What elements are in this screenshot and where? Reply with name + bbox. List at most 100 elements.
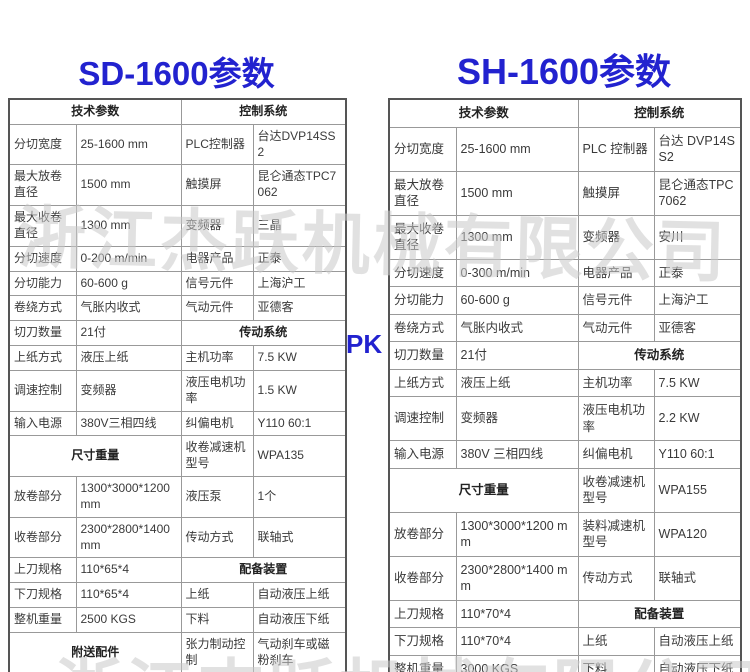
spec-cell: 调速控制 [388, 396, 457, 441]
spec-cell: 调速控制 [8, 369, 77, 412]
spec-cell: 触摸屏 [577, 170, 655, 216]
table-row: 尺寸重量 收卷减速机型号 WPA135 [8, 435, 347, 478]
spec-cell: 2500 KGS [75, 607, 182, 633]
spec-cell: 7.5 KW [252, 345, 347, 371]
spec-cell: 变频器 [455, 396, 579, 441]
spec-cell: 下料 [180, 607, 254, 633]
spec-cell: 变频器 [577, 214, 655, 260]
table-row: 调速控制 变频器 液压电机功率 1.5 KW [8, 369, 347, 412]
table-row: 技术参数 控制系统 [8, 98, 347, 125]
table-row: 上刀规格 110*70*4 配备装置 [388, 599, 742, 628]
spec-cell: 气动元件 [180, 295, 254, 322]
spec-cell: 联轴式 [252, 516, 347, 559]
spec-table: 技术参数 控制系统 分切宽度 25-1600 mm PLC 控制器 台达 DVP14SS2… [388, 98, 743, 672]
sd1600-section: SD-1600参数 技术参数 控制系统 分切宽度 25-1600 mm PLC控制器 台达… [8, 52, 348, 672]
spec-cell: 正泰 [653, 258, 742, 287]
section-header-cell: 尺寸重量 [8, 435, 182, 478]
spec-cell: 下刀规格 [8, 582, 77, 609]
table-row: 分切能力 60-600 g 信号元件 上海沪工 [388, 286, 742, 315]
section-header-cell: 配备装置 [577, 599, 742, 628]
spec-cell: 110*70*4 [455, 627, 579, 656]
spec-cell: 昆仑通态TPC7062 [653, 170, 742, 216]
table-row: 最大收卷直径 1300 mm 变频器 三晶 [8, 205, 347, 247]
table-row: 放卷部分 1300*3000*1200 mm 液压泵 1个 [8, 476, 347, 518]
spec-cell: 传动方式 [577, 555, 655, 601]
spec-cell: 主机功率 [180, 345, 254, 371]
table-row: 收卷部分 2300*2800*1400 mm 传动方式 联轴式 [8, 516, 347, 559]
section-header-cell: 尺寸重量 [388, 467, 579, 513]
table-row: 收卷部分 2300*2800*1400 mm 传动方式 联轴式 [388, 555, 742, 601]
spec-cell: 自动液压下纸 [653, 654, 742, 672]
table-row: 切刀数量 21付 传动系统 [8, 320, 347, 347]
spec-cell: 自动液压上纸 [653, 627, 742, 656]
table-row: 整机重量 2500 KGS 下料 自动液压下纸 [8, 607, 347, 633]
spec-cell: 电器产品 [180, 245, 254, 272]
spec-cell: 60-600 g [455, 286, 579, 315]
spec-cell: 气动刹车或磁粉刹车 [252, 631, 347, 672]
spec-cell: WPA120 [653, 511, 742, 557]
spec-cell: 3000 KGS [455, 654, 579, 672]
table-row: 卷绕方式 气胀内收式 气动元件 亚德客 [8, 295, 347, 322]
section-header-cell: 配备装置 [180, 557, 347, 584]
spec-cell: 分切速度 [388, 258, 457, 287]
spec-cell: 110*65*4 [75, 582, 182, 609]
table-row: 整机重量 3000 KGS 下料 自动液压下纸 [388, 654, 742, 672]
table-row: 卷绕方式 气胀内收式 气动元件 亚德客 [388, 313, 742, 342]
spec-cell: 信号元件 [577, 286, 655, 315]
spec-cell: 分切宽度 [8, 123, 77, 166]
spec-cell: 气胀内收式 [75, 295, 182, 322]
table-row: 分切能力 60-600 g 信号元件 上海沪工 [8, 270, 347, 297]
spec-cell: 输入电源 [8, 410, 77, 437]
spec-cell: 输入电源 [388, 440, 457, 469]
spec-cell: 传动方式 [180, 516, 254, 559]
spec-cell: 自动液压上纸 [252, 582, 347, 609]
spec-cell: 1300 mm [455, 214, 579, 260]
table-row: 分切速度 0-300 m/min 电器产品 正泰 [388, 258, 742, 287]
spec-cell: 1300*3000*1200 mm [455, 511, 579, 557]
section-header-cell: 技术参数 [8, 98, 182, 125]
spec-cell: 上纸 [577, 627, 655, 656]
spec-cell: WPA135 [252, 435, 347, 478]
spec-cell: 0-300 m/min [455, 258, 579, 287]
spec-cell: 整机重量 [388, 654, 457, 672]
section-header-cell: 附送配件 [8, 631, 182, 672]
spec-cell: 收卷部分 [388, 555, 457, 601]
spec-cell: 自动液压下纸 [252, 607, 347, 633]
spec-cell: 最大收卷直径 [388, 214, 457, 260]
spec-cell: PLC 控制器 [577, 126, 655, 172]
table-row: 输入电源 380V三相四线 纠偏电机 Y110 60:1 [8, 410, 347, 437]
spec-cell: 上纸方式 [8, 345, 77, 371]
spec-cell: 液压上纸 [75, 345, 182, 371]
spec-cell: 21付 [75, 320, 182, 347]
table-row: 输入电源 380V 三相四线 纠偏电机 Y110 60:1 [388, 440, 742, 469]
section-header-cell: 传动系统 [180, 320, 347, 347]
spec-cell: 正泰 [252, 245, 347, 272]
spec-cell: 切刀数量 [388, 341, 457, 370]
spec-cell: 上海沪工 [252, 270, 347, 297]
spec-cell: 21付 [455, 341, 579, 370]
spec-cell: 变频器 [180, 205, 254, 247]
spec-cell: 上纸方式 [388, 368, 457, 397]
table-row: 切刀数量 21付 传动系统 [388, 341, 742, 370]
spec-cell: 主机功率 [577, 368, 655, 397]
spec-cell: 分切能力 [8, 270, 77, 297]
sd1600-title: SD-1600参数 [78, 55, 275, 92]
spec-cell: 380V三相四线 [75, 410, 182, 437]
spec-cell: 分切宽度 [388, 126, 457, 172]
spec-cell: 三晶 [252, 205, 347, 247]
table-row: 分切宽度 25-1600 mm PLC 控制器 台达 DVP14SS2 [388, 126, 742, 172]
spec-cell: 信号元件 [180, 270, 254, 297]
spec-cell: 上刀规格 [388, 599, 457, 628]
spec-cell: 2300*2800*1400 mm [455, 555, 579, 601]
spec-cell: 1个 [252, 476, 347, 518]
spec-cell: 台达DVP14SS2 [252, 123, 347, 166]
spec-cell: 联轴式 [653, 555, 742, 601]
spec-cell: 整机重量 [8, 607, 77, 633]
spec-cell: 110*65*4 [75, 557, 182, 584]
section-header-cell: 传动系统 [577, 341, 742, 370]
spec-cell: 触摸屏 [180, 164, 254, 207]
table-row: 尺寸重量 收卷减速机型号 WPA155 [388, 467, 742, 513]
sh1600-section: SH-1600参数 技术参数 控制系统 分切宽度 25-1600 mm PLC 控制器台… [388, 48, 743, 672]
spec-cell: 电器产品 [577, 258, 655, 287]
sh1600-spec-table-wrap: 技术参数 控制系统 分切宽度 25-1600 mm PLC 控制器 台达 DVP14SS2… [388, 98, 743, 672]
